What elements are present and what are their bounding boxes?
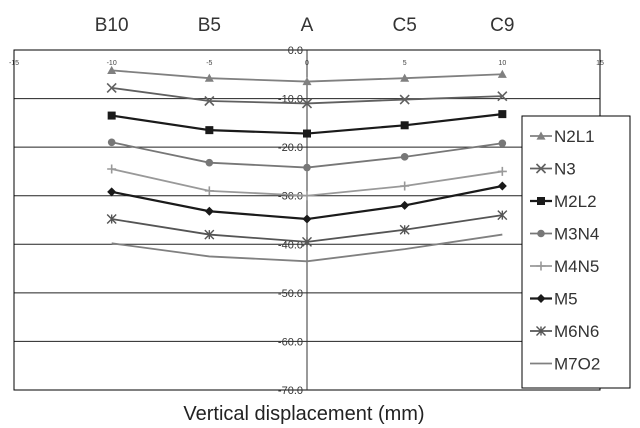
x-tick-label: -15	[9, 60, 19, 67]
data-point	[536, 294, 546, 303]
y-tick-label: -20.0	[278, 142, 303, 154]
data-point	[536, 326, 546, 336]
position-label: C5	[393, 15, 417, 36]
legend-item: M7O2	[530, 355, 600, 374]
data-point	[107, 65, 117, 74]
data-point	[497, 166, 507, 176]
series-m4n5	[107, 164, 507, 201]
data-point	[204, 95, 215, 107]
data-point	[107, 187, 117, 197]
series-m3n4	[107, 138, 507, 172]
data-point	[535, 163, 547, 174]
legend-item: M2L2	[530, 192, 597, 211]
data-point	[498, 139, 507, 148]
x-axis-title: Vertical displacement (mm)	[183, 403, 424, 425]
series-m5	[107, 181, 507, 224]
data-point	[204, 229, 215, 240]
data-point	[303, 129, 311, 138]
data-point	[302, 236, 312, 247]
legend-label: M5	[554, 290, 578, 309]
data-point	[400, 73, 410, 82]
legend-label: M2L2	[554, 192, 597, 211]
series-line	[111, 233, 503, 263]
data-point	[536, 261, 546, 271]
legend-item: M3N4	[530, 225, 599, 244]
legend-box	[521, 115, 631, 389]
position-label: B10	[95, 15, 129, 36]
legend-item: M5	[530, 290, 578, 309]
legend-label: M7O2	[554, 355, 600, 374]
x-tick-label: 0	[305, 60, 309, 67]
legend-item: M4N5	[530, 257, 599, 276]
series-m6n6	[106, 210, 508, 247]
data-point	[107, 164, 117, 174]
legend-label: N3	[554, 160, 576, 179]
series-n3	[106, 82, 508, 109]
data-point	[302, 191, 312, 201]
data-point	[107, 138, 116, 147]
data-point	[537, 197, 545, 205]
position-label: C9	[490, 15, 514, 36]
y-tick-label: 0.0	[288, 45, 303, 57]
y-tick-label: -30.0	[278, 191, 303, 203]
data-point	[106, 82, 117, 93]
data-point	[204, 206, 214, 216]
position-label: A	[301, 15, 314, 36]
data-point	[399, 224, 410, 235]
y-tick-label: -60.0	[278, 336, 303, 348]
position-labels: B10 B5 A C5 C9	[95, 15, 515, 36]
data-point	[400, 121, 409, 130]
data-point	[497, 69, 507, 78]
data-point	[400, 181, 410, 191]
y-tick-label: -70.0	[278, 385, 303, 397]
position-label: B5	[198, 15, 221, 36]
data-point	[497, 210, 508, 221]
y-tick-label: -50.0	[278, 288, 303, 300]
y-tick-label: -40.0	[278, 239, 303, 251]
legend: N2L1 N3 M2L2 M3N4 M4N5 M5 M6N6 M7O2	[521, 115, 631, 389]
legend-item: N2L1	[530, 127, 595, 146]
data-point	[204, 73, 214, 82]
x-tick-label: -5	[206, 60, 212, 67]
data-point	[204, 186, 214, 196]
x-tick-label: -10	[107, 60, 117, 67]
data-point	[107, 111, 116, 120]
series-m2l2	[107, 110, 507, 138]
data-point	[301, 98, 313, 109]
data-point	[399, 94, 410, 105]
data-point	[498, 110, 507, 119]
data-point	[497, 181, 507, 191]
data-point	[537, 229, 545, 238]
y-tick-labels: 0.0-10.0-20.0-30.0-40.0-50.0-60.0-70.0	[278, 45, 303, 397]
data-point	[205, 126, 214, 135]
series-m7o2	[111, 233, 503, 263]
x-tick-label: 10	[498, 60, 506, 67]
data-point	[497, 91, 508, 102]
data-point	[106, 214, 117, 225]
data-point	[303, 163, 311, 172]
data-point	[302, 214, 312, 224]
x-tick-label: 5	[403, 60, 407, 67]
legend-item: N3	[530, 160, 576, 179]
x-tick-labels: -15 -10 -5 0 5 10 15	[9, 60, 604, 67]
legend-label: M6N6	[554, 322, 599, 341]
legend-label: N2L1	[554, 127, 595, 146]
legend-item: M6N6	[530, 322, 599, 341]
data-point	[536, 131, 546, 140]
x-tick-label: 15	[596, 60, 604, 67]
data-point	[302, 77, 312, 86]
series-n2l1	[107, 65, 507, 86]
legend-label: M3N4	[554, 225, 599, 244]
legend-label: M4N5	[554, 257, 599, 276]
data-point	[400, 200, 410, 210]
data-point	[205, 158, 214, 167]
data-point	[400, 153, 409, 161]
series-group	[106, 65, 508, 263]
